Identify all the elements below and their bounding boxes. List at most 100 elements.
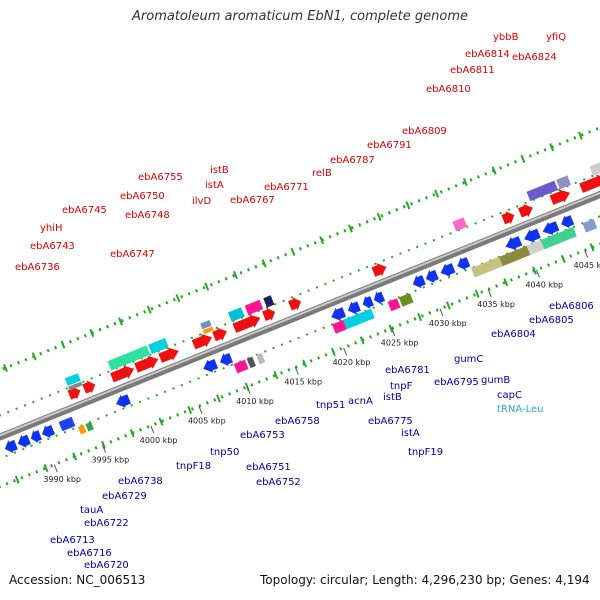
- major-tick-top: [348, 224, 353, 233]
- forward-feature-box-6: [202, 326, 214, 334]
- forward-gene-label-14: relB: [312, 168, 332, 179]
- major-tick-top: [577, 131, 583, 140]
- kbp-tick-mark-2: [102, 444, 106, 453]
- forward-gene-arrow-11: [371, 263, 387, 277]
- major-tick-top: [549, 143, 555, 152]
- forward-gene-label-3: yhiH: [40, 223, 63, 234]
- major-tick-top: [376, 212, 382, 222]
- reverse-gene-label-8: tnpF18: [176, 461, 211, 472]
- kbp-tick-mark-5: [246, 386, 251, 395]
- reverse-gene-label-9: tnp50: [210, 447, 239, 458]
- major-tick-bottom: [72, 452, 78, 461]
- forward-gene-arrow-13: [518, 204, 533, 218]
- outer-guide-line-top: [0, 126, 600, 372]
- major-tick-top: [146, 305, 152, 314]
- forward-gene-arrow-8: [232, 314, 261, 333]
- forward-gene-label-8: ebA6755: [138, 172, 183, 183]
- kbp-tick-label-9: 4030 kbp: [429, 319, 467, 328]
- reverse-feature-box-3: [85, 421, 94, 432]
- reverse-gene-arrow-14: [440, 263, 456, 277]
- rna-gene-label-1: tRNA-Leu: [497, 404, 543, 415]
- reverse-feature-box-7: [332, 319, 347, 334]
- forward-gene-label-19: ebA6811: [450, 65, 495, 76]
- reverse-gene-label-7: ebA6738: [118, 476, 163, 487]
- kbp-tick-label-11: 4040 kbp: [525, 280, 563, 289]
- forward-gene-label-11: istB: [210, 165, 229, 176]
- reverse-gene-label-26: ebA6804: [491, 329, 536, 340]
- reverse-gene-label-20: ebA6781: [385, 365, 430, 376]
- forward-gene-label-17: ebA6809: [402, 126, 447, 137]
- reverse-gene-label-25: capC: [497, 390, 522, 401]
- kbp-tick-mark-3: [150, 425, 155, 434]
- reverse-feature-box-15: [582, 218, 598, 233]
- forward-feature-box-5: [200, 320, 212, 330]
- kbp-tick-mark-7: [343, 347, 348, 356]
- reverse-gene-label-3: ebA6720: [84, 560, 129, 571]
- reverse-gene-arrow-15: [457, 257, 471, 271]
- forward-gene-label-15: ebA6787: [330, 155, 375, 166]
- kbp-tick-label-2: 3995 kbp: [92, 456, 130, 465]
- reverse-gene-arrow-2: [17, 434, 31, 448]
- map-title: Aromatoleum aromaticum EbN1, complete ge…: [132, 9, 468, 24]
- reverse-gene-arrow-12: [412, 275, 426, 289]
- kbp-tick-mark-12: [584, 250, 589, 258]
- reverse-feature-box-14: [540, 227, 577, 250]
- major-tick-top: [290, 247, 296, 256]
- major-tick-top: [405, 201, 411, 210]
- reverse-gene-label-19: tnpF19: [408, 447, 443, 458]
- reverse-gene-arrow-9: [347, 301, 361, 315]
- major-tick-bottom: [560, 254, 566, 264]
- kbp-tick-mark-1: [53, 464, 58, 473]
- forward-feature-box-8: [244, 299, 264, 316]
- forward-gene-arrow-3: [110, 365, 135, 383]
- forward-gene-label-4: ebA6745: [62, 205, 107, 216]
- reverse-feature-box-2: [77, 424, 87, 435]
- major-tick-top: [319, 236, 325, 245]
- reverse-gene-label-1: ebA6713: [50, 535, 95, 546]
- kbp-tick-mark-6: [294, 367, 299, 375]
- major-tick-bottom: [388, 324, 394, 333]
- reverse-gene-arrow-1: [4, 439, 18, 454]
- reverse-feature-box-8: [343, 308, 375, 330]
- major-tick-bottom: [158, 417, 164, 426]
- kbp-tick-label-5: 4010 kbp: [236, 397, 274, 406]
- reverse-feature-box-6: [255, 352, 266, 365]
- major-tick-bottom: [589, 243, 595, 252]
- forward-feature-box-13: [589, 162, 600, 176]
- forward-gene-label-16: ebA6791: [367, 140, 412, 151]
- reverse-feature-box-11: [471, 257, 503, 278]
- forward-gene-label-7: ebA6750: [120, 191, 165, 202]
- forward-gene-arrow-6: [191, 334, 213, 350]
- forward-feature-box-9: [263, 295, 275, 308]
- accession-text: Accession: NC_006513: [9, 573, 146, 587]
- reverse-feature-box-4: [233, 359, 249, 374]
- reverse-gene-arrow-5: [116, 394, 131, 408]
- forward-gene-label-23: yfiQ: [546, 32, 566, 43]
- major-tick-bottom: [216, 394, 221, 403]
- forward-gene-arrow-12: [501, 211, 515, 225]
- reverse-gene-label-2: ebA6716: [67, 548, 112, 559]
- kbp-tick-mark-10: [487, 289, 492, 297]
- reverse-feature-box-5: [246, 356, 257, 369]
- major-tick-top: [434, 189, 440, 198]
- kbp-tick-mark-9: [439, 308, 444, 317]
- reverse-gene-label-22: ebA6795: [434, 377, 479, 388]
- backbone-shadow: [0, 190, 600, 441]
- forward-gene-label-1: ebA6736: [15, 262, 60, 273]
- major-tick-top: [204, 282, 210, 291]
- reverse-gene-label-15: acnA: [348, 396, 373, 407]
- kbp-tick-label-10: 4035 kbp: [477, 300, 515, 309]
- kbp-tick-label-3: 4000 kbp: [140, 436, 178, 445]
- kbp-tick-label-1: 3990 kbp: [43, 475, 81, 484]
- major-tick-top: [175, 294, 181, 303]
- forward-gene-label-18: ebA6810: [426, 84, 471, 95]
- reverse-gene-label-18: istA: [401, 428, 420, 439]
- kbp-tick-label-4: 4005 kbp: [188, 417, 226, 426]
- reverse-gene-label-6: ebA6729: [102, 491, 147, 502]
- reverse-feature-box-13: [526, 240, 545, 256]
- forward-gene-label-22: ebA6824: [512, 52, 557, 63]
- major-tick-bottom: [417, 312, 423, 322]
- backbone-highlight: [0, 191, 600, 437]
- reverse-gene-arrow-17: [524, 228, 541, 243]
